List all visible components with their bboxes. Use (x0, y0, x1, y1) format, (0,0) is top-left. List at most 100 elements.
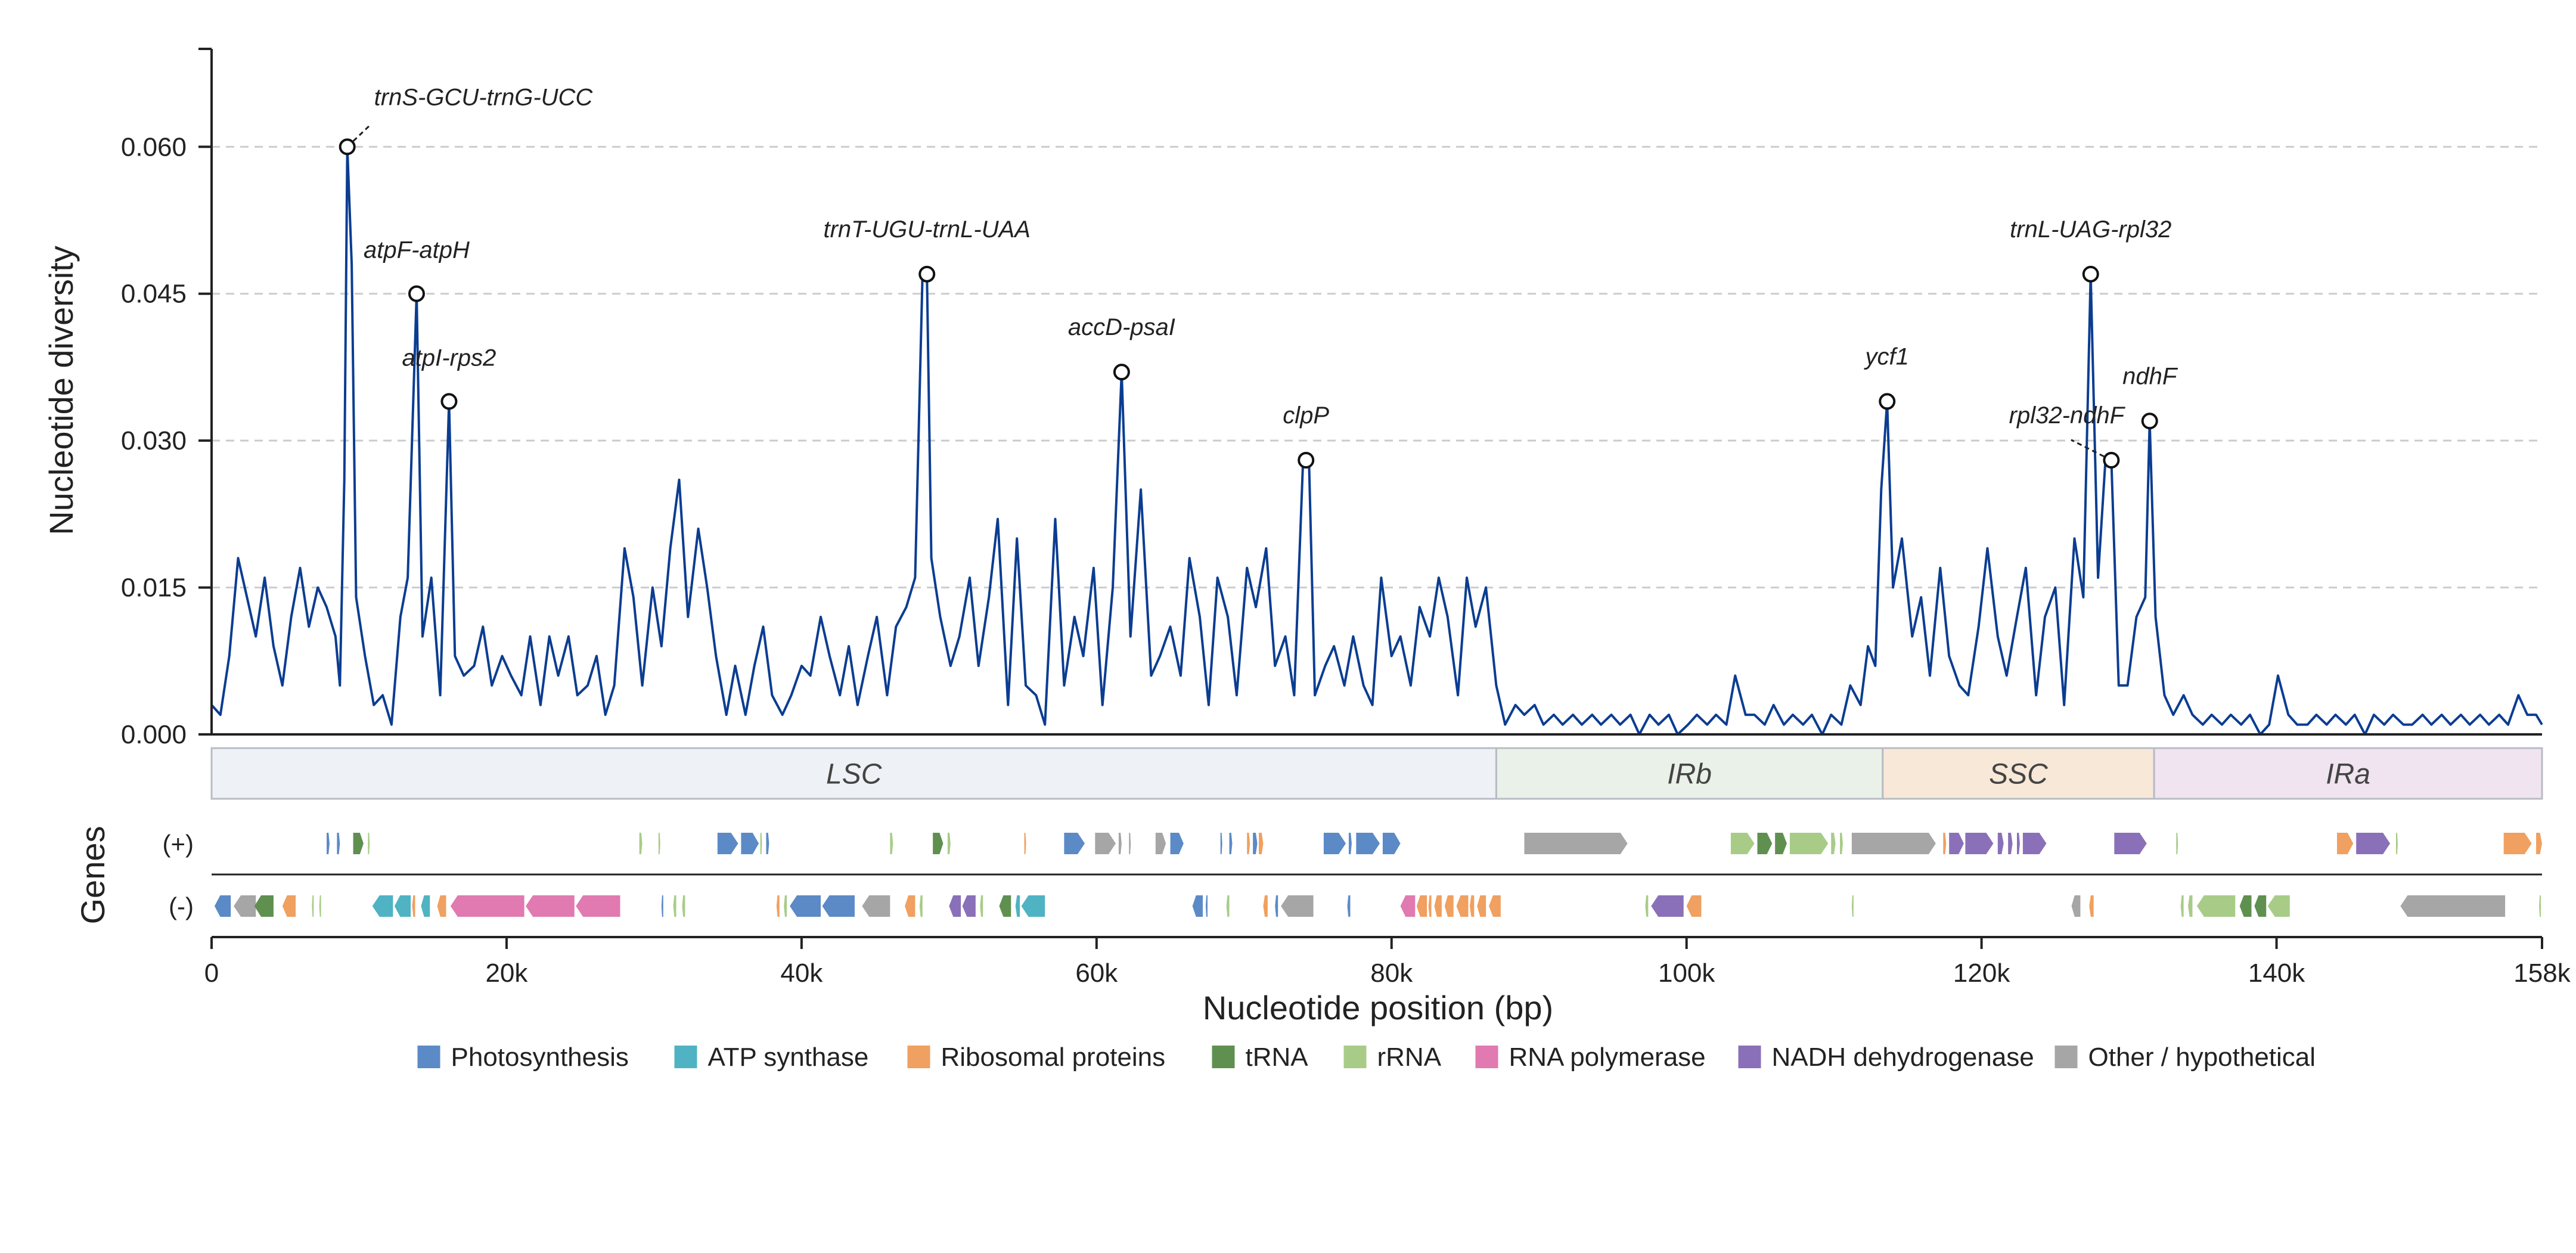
gene-arrow (450, 895, 524, 917)
peak-marker (339, 138, 356, 156)
gene-arrow (1205, 895, 1208, 917)
x-tick-label: 20k (485, 959, 528, 988)
peak-marker (2082, 265, 2099, 283)
legend-swatch (674, 1046, 697, 1068)
gene-arrow (1698, 895, 1700, 917)
gene-arrow (337, 833, 340, 854)
gene-arrow (1851, 895, 1854, 917)
peak-leader-line (346, 123, 373, 148)
diversity-series (210, 145, 2543, 736)
peak-label: trnS-GCU-trnG-UCC (374, 84, 594, 110)
gene-arrow (1428, 895, 1432, 917)
gene-arrow (1155, 833, 1166, 854)
gene-arrow (1489, 895, 1501, 917)
gene-arrow (234, 895, 256, 917)
strand-label-plus: (+) (163, 830, 194, 858)
y-axis-label: Nucleotide diversity (42, 246, 80, 535)
gene-arrow (947, 833, 951, 854)
gene-arrow (353, 833, 364, 854)
gene-arrow (1400, 895, 1416, 917)
peak-label: ycf1 (1864, 343, 1909, 370)
gene-arrow (2017, 833, 2020, 854)
gene-arrow (1965, 833, 1994, 854)
region-band (1882, 747, 2155, 800)
gene-arrow (526, 895, 575, 917)
peak-label: trnT-UGU-trnL-UAA (823, 216, 1030, 243)
region-label: LSC (826, 759, 882, 790)
gene-arrow (1831, 833, 1836, 854)
gene-arrow (254, 895, 274, 917)
peak-marker (1298, 452, 1315, 469)
gene-arrow (2188, 895, 2193, 917)
gene-arrow (2089, 895, 2094, 917)
gene-arrow (1524, 833, 1628, 854)
x-tick-label: 120k (1953, 959, 2010, 988)
gene-arrow (1733, 833, 1755, 854)
gene-arrow (1789, 833, 1829, 854)
gene-arrow (1229, 833, 1233, 854)
peak-label: atpI-rps2 (402, 345, 496, 371)
gene-arrow (437, 895, 446, 917)
x-axis-label: Nucleotide position (bp) (1203, 989, 1553, 1026)
gene-arrow (2536, 833, 2542, 854)
gene-arrow (1851, 833, 1936, 854)
gene-arrow (1129, 833, 1131, 854)
gene-arrow (1015, 895, 1020, 917)
gene-arrow (639, 833, 643, 854)
gene-arrow (1275, 895, 1278, 917)
gene-arrow (1118, 833, 1122, 854)
gene-arrow (412, 895, 415, 917)
gene-arrow (766, 833, 769, 854)
gene-arrow (790, 895, 821, 917)
gene-arrow (1840, 833, 1843, 854)
gene-arrow (2539, 895, 2541, 917)
peak-marker (408, 285, 425, 302)
gene-arrow (933, 833, 944, 854)
gene-arrow (1220, 833, 1222, 854)
gene-arrow (2176, 833, 2178, 854)
grid-lines (212, 145, 2542, 589)
x-tick-label: 60k (1075, 959, 1118, 988)
gene-arrow (2180, 895, 2184, 917)
legend-label: NADH dehydrogenase (1772, 1043, 2034, 1072)
gene-arrow (1348, 833, 1352, 854)
peak-label: clpP (1283, 402, 1329, 429)
gene-arrow (2196, 895, 2236, 917)
gene-arrow (1943, 833, 1947, 854)
gene-arrow (1382, 833, 1401, 854)
legend-label: rRNA (1377, 1043, 1442, 1072)
genes-track-label: Genes (74, 826, 111, 925)
gene-arrow (1997, 833, 2004, 854)
legend-swatch (1475, 1046, 1498, 1068)
gene-arrow (368, 833, 370, 854)
gene-arrow (1416, 895, 1427, 917)
diversity-line (210, 145, 2543, 736)
region-band (210, 747, 1497, 800)
gene-arrow (962, 895, 976, 917)
legend-label: ATP synthase (708, 1043, 869, 1072)
peak-label: trnL-UAG-rpl32 (2010, 216, 2171, 243)
gene-arrow (1477, 895, 1486, 917)
gene-arrow (919, 895, 923, 917)
gene-arrow (1247, 833, 1250, 854)
x-tick-label: 80k (1370, 959, 1413, 988)
gene-arrow (741, 833, 759, 854)
gene-arrow (312, 895, 314, 917)
gene-arrow (576, 895, 620, 917)
legend-swatch (907, 1046, 930, 1068)
peak-annotations: trnS-GCU-trnG-UCC atpF-atpH atpI-rps2 trnT-… (339, 84, 2178, 469)
gene-arrow (980, 895, 983, 917)
gene-arrow (1347, 895, 1351, 917)
gene-arrow (717, 833, 738, 854)
gene-arrow (1226, 895, 1230, 917)
gene-arrow (1253, 833, 1258, 854)
legend: Photosynthesis ATP synthase Ribosomal prot… (417, 1043, 2316, 1072)
legend-label: tRNA (1246, 1043, 1309, 1072)
gene-arrow (1456, 895, 1469, 917)
gene-arrow (1444, 895, 1454, 917)
genome-regions: LSC IRb SSC IRa (210, 747, 2543, 800)
gene-arrow (890, 833, 893, 854)
gene-arrow (2356, 833, 2391, 854)
gene-arrow (2267, 895, 2290, 917)
